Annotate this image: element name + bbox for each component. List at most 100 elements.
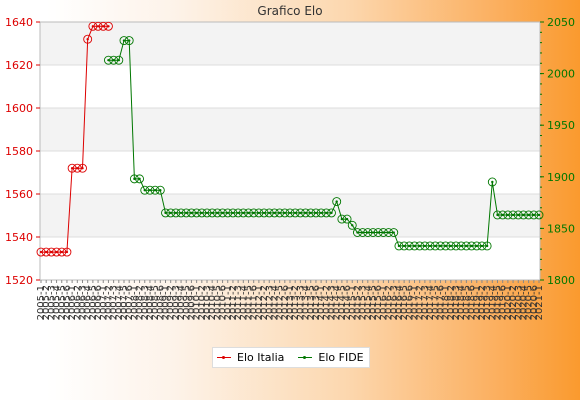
data-point-center-elo-fide — [413, 244, 416, 248]
data-point-center-elo-fide — [273, 211, 276, 215]
data-point-center-elo-fide — [335, 200, 338, 203]
x-tick-label: 2005-2 — [41, 285, 52, 320]
plot-band — [40, 194, 540, 237]
data-point-center-elo-fide — [236, 211, 240, 215]
x-tick-label: 2019-3 — [482, 285, 493, 320]
x-tick-label: 2010-6 — [218, 285, 229, 320]
x-tick-label: 2007-4 — [114, 285, 125, 320]
data-point-center-elo-fide — [491, 180, 494, 184]
data-point-center-elo-fide — [159, 189, 162, 192]
data-point-center-elo-fide — [127, 39, 131, 42]
data-point-center-elo-fide — [257, 211, 261, 215]
y-left-tick-label: 1620 — [5, 59, 33, 72]
data-point-elo-fide — [135, 174, 145, 184]
x-tick-label: 2014-1 — [316, 285, 327, 320]
x-tick-label: 2020-6 — [529, 285, 540, 320]
x-tick-label: 2013-3 — [295, 285, 306, 320]
x-tick-label: 2007-5 — [119, 285, 130, 320]
x-tick-label: 2013-1 — [285, 285, 296, 320]
x-tick-label: 2010-4 — [207, 285, 218, 320]
y-left-tick-label: 1640 — [5, 16, 33, 29]
x-tick-label: 2009-2 — [166, 285, 177, 320]
x-tick-label: 2012-6 — [280, 285, 291, 320]
x-tick-label: 2008-6 — [155, 285, 166, 320]
x-tick-label: 2016-2 — [384, 285, 395, 320]
legend-item-elo-fide[interactable]: Elo FIDE — [298, 351, 364, 364]
data-point-center-elo-italia — [91, 25, 95, 28]
x-tick-label: 2020-1 — [503, 285, 514, 320]
x-tick-label: 2015-1 — [347, 285, 358, 320]
x-tick-label: 2007-2 — [103, 285, 114, 320]
x-tick-label: 2011-3 — [233, 285, 244, 320]
x-tick-label: 2011-1 — [223, 285, 234, 320]
data-point-center-elo-fide — [527, 213, 530, 217]
data-point-center-elo-fide — [506, 213, 510, 217]
data-point-center-elo-italia — [55, 250, 58, 254]
data-point-center-elo-fide — [153, 189, 157, 192]
data-point-center-elo-fide — [205, 211, 209, 215]
data-point-center-elo-fide — [143, 189, 146, 192]
x-tick-label: 2020-3 — [513, 285, 524, 320]
x-tick-label: 2016-3 — [389, 285, 400, 320]
data-point-center-elo-fide — [351, 224, 354, 227]
x-tick-label: 2017-1 — [410, 285, 421, 320]
data-point-center-elo-fide — [169, 211, 172, 215]
data-point-center-elo-italia — [76, 167, 79, 170]
x-tick-label: 2016-1 — [378, 285, 389, 320]
data-point-center-elo-fide — [449, 244, 453, 248]
x-tick-label: 2018-1 — [441, 285, 452, 320]
x-tick-label: 2019-5 — [493, 285, 504, 320]
data-point-center-elo-fide — [122, 39, 126, 42]
data-point-center-elo-fide — [288, 211, 292, 215]
x-tick-label: 2018-2 — [446, 285, 457, 320]
x-tick-label: 2007-3 — [109, 285, 120, 320]
data-point-center-elo-fide — [418, 244, 421, 248]
x-tick-label: 2019-6 — [498, 285, 509, 320]
y-right-tick-label: 1800 — [547, 274, 575, 287]
data-point-center-elo-fide — [459, 244, 463, 248]
x-tick-label: 2016-6 — [404, 285, 415, 320]
data-point-center-elo-italia — [60, 250, 63, 254]
x-tick-label: 2017-5 — [430, 285, 441, 320]
data-point-center-elo-fide — [185, 211, 188, 215]
x-tick-label: 2018-5 — [461, 285, 472, 320]
x-tick-label: 2018-3 — [451, 285, 462, 320]
data-point-center-elo-fide — [387, 231, 390, 234]
x-tick-label: 2006-3 — [78, 285, 89, 320]
x-tick-label: 2012-1 — [254, 285, 265, 320]
data-point-center-elo-fide — [345, 217, 349, 221]
y-right-axis: 1800 1850 1900 1950 2000 2050 — [540, 16, 575, 287]
data-point-center-elo-fide — [501, 213, 504, 217]
data-point-elo-fide — [155, 185, 165, 195]
y-left-tick-label: 1520 — [5, 274, 33, 287]
x-tick-label: 2014-3 — [327, 285, 338, 320]
legend-item-elo-italia[interactable]: Elo Italia — [217, 351, 284, 364]
data-point-center-elo-italia — [39, 250, 43, 254]
x-tick-label: 2005-1 — [36, 285, 47, 320]
x-tick-label: 2019-4 — [487, 285, 498, 320]
x-tick-label: 2020-5 — [524, 285, 535, 320]
data-point-center-elo-fide — [465, 244, 468, 248]
data-point-center-elo-fide — [392, 231, 395, 234]
data-point-elo-italia — [62, 247, 72, 257]
y-right-tick-label: 2050 — [547, 16, 575, 29]
data-point-center-elo-fide — [434, 244, 437, 248]
data-point-center-elo-fide — [537, 213, 541, 217]
x-tick-label: 2014-2 — [321, 285, 332, 320]
x-tick-label: 2021-1 — [534, 285, 545, 320]
data-point-center-elo-fide — [402, 244, 406, 248]
data-point-center-elo-fide — [454, 244, 458, 248]
data-point-center-elo-fide — [210, 211, 214, 215]
x-tick-label: 2006-6 — [93, 285, 104, 320]
x-tick-label: 2005-6 — [62, 285, 73, 320]
data-point-center-elo-fide — [304, 211, 307, 215]
data-point-center-elo-italia — [50, 250, 53, 254]
data-point-elo-fide — [332, 197, 342, 207]
data-point-center-elo-fide — [470, 244, 473, 248]
y-right-tick-label: 2000 — [547, 68, 575, 81]
x-tick-label: 2015-3 — [358, 285, 369, 320]
x-tick-label: 2016-5 — [399, 285, 410, 320]
x-tick-label: 2012-2 — [259, 285, 270, 320]
data-point-center-elo-fide — [475, 244, 478, 248]
x-tick-label: 2013-4 — [301, 285, 312, 320]
